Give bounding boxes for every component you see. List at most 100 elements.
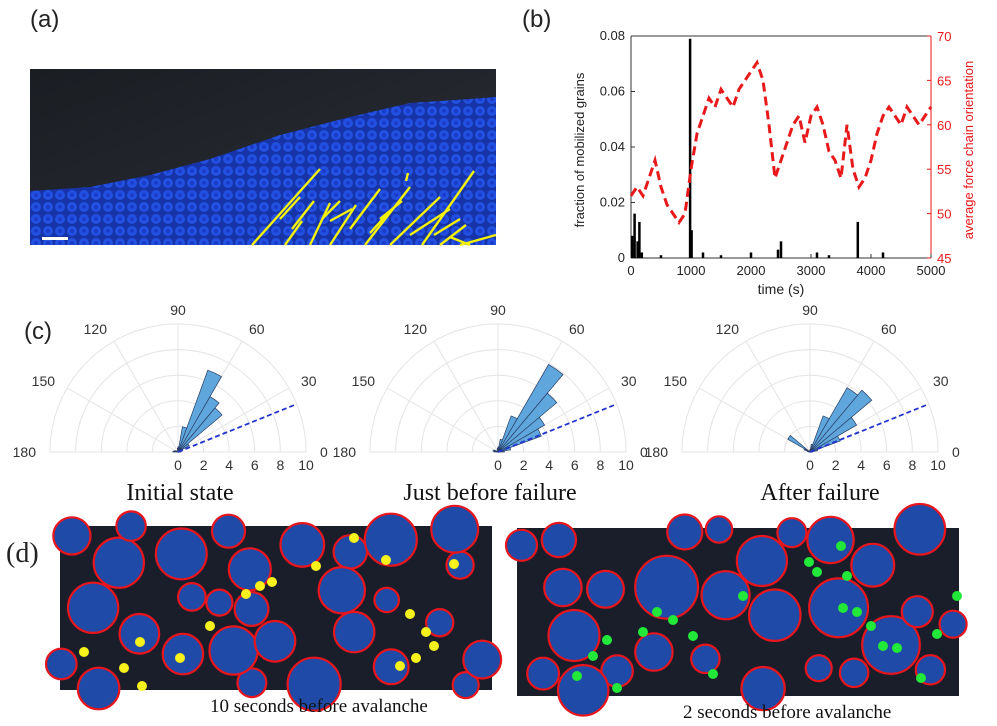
contact-point-11 — [836, 541, 846, 551]
contact-point-2 — [602, 635, 612, 645]
polar-angle-label-1: 30 — [621, 373, 637, 389]
grain-circle-8 — [154, 527, 208, 581]
contact-point-2 — [137, 681, 147, 691]
panel-label-b: (b) — [522, 6, 552, 33]
grain-circle-23 — [893, 502, 947, 556]
photoelastic-image-right — [504, 502, 968, 717]
grain-circle-2 — [425, 607, 455, 638]
y2-tick-label-1: 50 — [937, 207, 951, 222]
grain-circle-23 — [210, 513, 247, 549]
force-chain-17 — [329, 207, 353, 223]
rose-wedge-7 — [177, 426, 188, 453]
force-chains — [251, 168, 497, 247]
grain-circle-24 — [690, 643, 721, 675]
force-chain-18 — [284, 220, 303, 246]
contact-point-16 — [878, 641, 888, 651]
grain-circle-22 — [52, 516, 92, 556]
polar-spoke-5 — [386, 387, 499, 453]
grain-circle-1 — [233, 590, 270, 627]
polar-spoke-5 — [66, 387, 179, 453]
force-chain-2 — [291, 200, 315, 230]
grain-circle-24 — [286, 656, 342, 712]
polar-angle-label-5: 150 — [352, 373, 376, 389]
grain-circle-7 — [634, 632, 674, 672]
force-chain-4 — [321, 200, 341, 220]
grain-circle-19 — [540, 521, 578, 559]
contact-point-0 — [79, 647, 89, 657]
polar-radial-label-2: 4 — [225, 457, 233, 473]
contact-point-7 — [668, 615, 678, 625]
contact-point-12 — [449, 559, 459, 569]
rose-wedge-7 — [497, 438, 503, 453]
polar-radial-label-0: 0 — [174, 457, 182, 473]
grain-circle-0 — [279, 522, 326, 568]
polar-angle-label-0: 0 — [952, 444, 960, 460]
force-chain-19 — [369, 210, 391, 234]
grain-circle-8 — [547, 608, 601, 663]
force-chain-8 — [379, 200, 403, 220]
grain-circle-4 — [66, 581, 120, 635]
polar-angle-label-2: 60 — [881, 321, 897, 337]
grain-circle-18 — [666, 513, 704, 551]
contact-point-10 — [349, 533, 359, 543]
x-tick-label-1: 1000 — [677, 263, 706, 278]
rose-wedge-5 — [497, 363, 564, 453]
polar-angle-label-4: 120 — [716, 321, 740, 337]
contact-point-9 — [804, 557, 814, 567]
grain-circle-11 — [900, 595, 934, 629]
grain-circle-13 — [227, 547, 272, 592]
polar-radial-label-1: 2 — [832, 457, 840, 473]
x-tick-label-0: 0 — [627, 263, 634, 278]
contact-point-6 — [708, 669, 718, 679]
grain-circle-15 — [850, 542, 896, 588]
polar-angle-label-0: 0 — [640, 444, 648, 460]
contact-point-9 — [311, 561, 321, 571]
grain-circle-4 — [838, 657, 870, 689]
contact-point-4 — [175, 653, 185, 663]
force-chain-5 — [328, 204, 358, 246]
caption-10s-before: 10 seconds before avalanche — [210, 696, 428, 717]
polar-spoke-4 — [433, 340, 499, 453]
force-chain-16 — [459, 233, 497, 247]
contact-point-15 — [866, 621, 876, 631]
grain-circle-19 — [317, 565, 366, 615]
y2-tick-label-0: 45 — [937, 251, 951, 266]
polar-angle-label-0: 0 — [320, 444, 328, 460]
grain-circle-18 — [253, 619, 297, 663]
contact-point-7 — [255, 581, 265, 591]
force-chain-1 — [279, 196, 301, 220]
force-chain-9 — [389, 196, 441, 246]
polar-spoke-1 — [177, 387, 290, 453]
polar-radial-label-4: 8 — [909, 457, 917, 473]
y-tick-label-4: 0.08 — [600, 28, 625, 43]
contact-point-5 — [688, 631, 698, 641]
y2-tick-label-5: 70 — [937, 29, 951, 44]
force-chain-10 — [404, 172, 410, 182]
contact-point-3 — [638, 627, 648, 637]
polar-angle-label-4: 120 — [84, 321, 108, 337]
polar-angle-label-5: 150 — [32, 373, 56, 389]
grain-circle-2 — [776, 517, 808, 549]
polar-angle-label-6: 180 — [333, 444, 357, 460]
force-chain-6 — [349, 188, 381, 230]
polar-radial-label-5: 10 — [930, 457, 946, 473]
force-chain-14 — [439, 224, 467, 246]
polar-angle-label-3: 90 — [170, 302, 186, 318]
grain-circle-25 — [700, 570, 751, 621]
grain-circle-15 — [76, 666, 121, 711]
grain-circle-3 — [861, 615, 921, 675]
grain-circle-17 — [373, 586, 400, 614]
contact-point-12 — [842, 571, 852, 581]
y-tick-label-1: 0.02 — [600, 195, 625, 210]
contact-point-19 — [932, 629, 942, 639]
polar-radial-label-1: 2 — [520, 457, 528, 473]
polar-radial-label-3: 6 — [251, 457, 259, 473]
rose-wedge-6 — [177, 369, 222, 453]
grain-circle-16 — [585, 569, 625, 609]
polar-angle-label-2: 60 — [569, 321, 585, 337]
grain-circle-26 — [556, 664, 610, 717]
force-chain-12 — [421, 170, 475, 246]
grain-circle-7 — [236, 667, 268, 699]
contact-point-17 — [395, 661, 405, 671]
